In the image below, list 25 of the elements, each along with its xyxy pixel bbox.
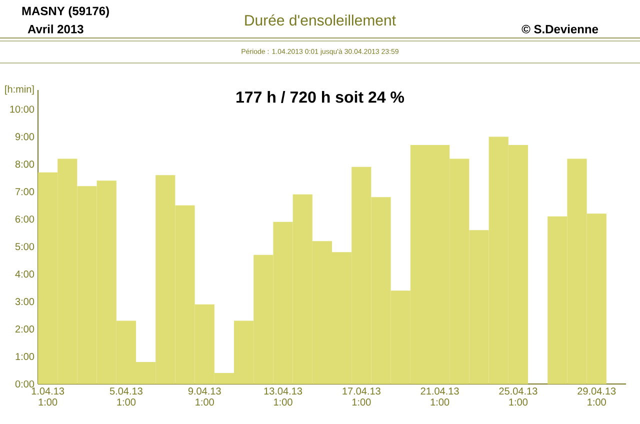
x-tick-label: 17.04.13 1:00 — [342, 388, 380, 406]
annotation: 177 h / 720 h soit 24 % — [236, 91, 404, 103]
x-tick-label: 25.04.13 1:00 — [499, 388, 538, 406]
x-tick-label: 1.04.13 1:00 — [32, 388, 64, 406]
chart-title: Durée d'ensoleillement — [245, 14, 396, 26]
y-tick-label: 9:00 — [15, 133, 34, 140]
y-tick-label: 4:00 — [15, 270, 34, 278]
y-tick-label: 8:00 — [15, 160, 34, 168]
text: © S.Devienne — [522, 24, 598, 34]
y-tick-label: 10:00 — [10, 106, 34, 113]
y-tick-label: 1:00 — [16, 352, 34, 360]
x-tick-label: 9.04.13 1:00 — [188, 388, 221, 406]
text: MASNY (59176) — [22, 6, 109, 18]
x-tick-label: 5.04.13 1:00 — [110, 388, 142, 406]
y-tick-label: 3:00 — [15, 298, 34, 306]
x-tick-label: 21.04.13 1:00 — [420, 388, 459, 406]
x-tick-label: 13.04.13 1:00 — [264, 388, 302, 406]
y-tick-label: 2:00 — [16, 326, 34, 333]
text: Avril 2013 — [28, 24, 84, 34]
y-tick-label: 5:00 — [15, 243, 34, 250]
y-tick-label: 7:00 — [16, 188, 34, 196]
y-axis-title: [h:min] — [5, 85, 34, 95]
y-tick-label: 0:00 — [15, 380, 34, 388]
y-tick-label: 6:00 — [16, 216, 34, 223]
x-tick-label: 29.04.13 1:00 — [578, 388, 616, 406]
